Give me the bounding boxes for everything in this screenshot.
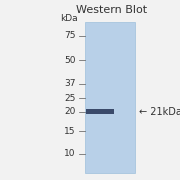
Text: 20: 20 bbox=[64, 107, 76, 116]
Text: Western Blot: Western Blot bbox=[76, 5, 147, 15]
Bar bbox=[85, 22, 135, 173]
Text: 75: 75 bbox=[64, 31, 76, 40]
Text: 15: 15 bbox=[64, 127, 76, 136]
Bar bbox=[86, 109, 114, 114]
Text: 50: 50 bbox=[64, 56, 76, 65]
Text: kDa: kDa bbox=[60, 14, 77, 23]
Text: ← 21kDa: ← 21kDa bbox=[139, 107, 180, 117]
Text: 10: 10 bbox=[64, 149, 76, 158]
Text: 25: 25 bbox=[64, 94, 76, 103]
Text: 37: 37 bbox=[64, 79, 76, 88]
